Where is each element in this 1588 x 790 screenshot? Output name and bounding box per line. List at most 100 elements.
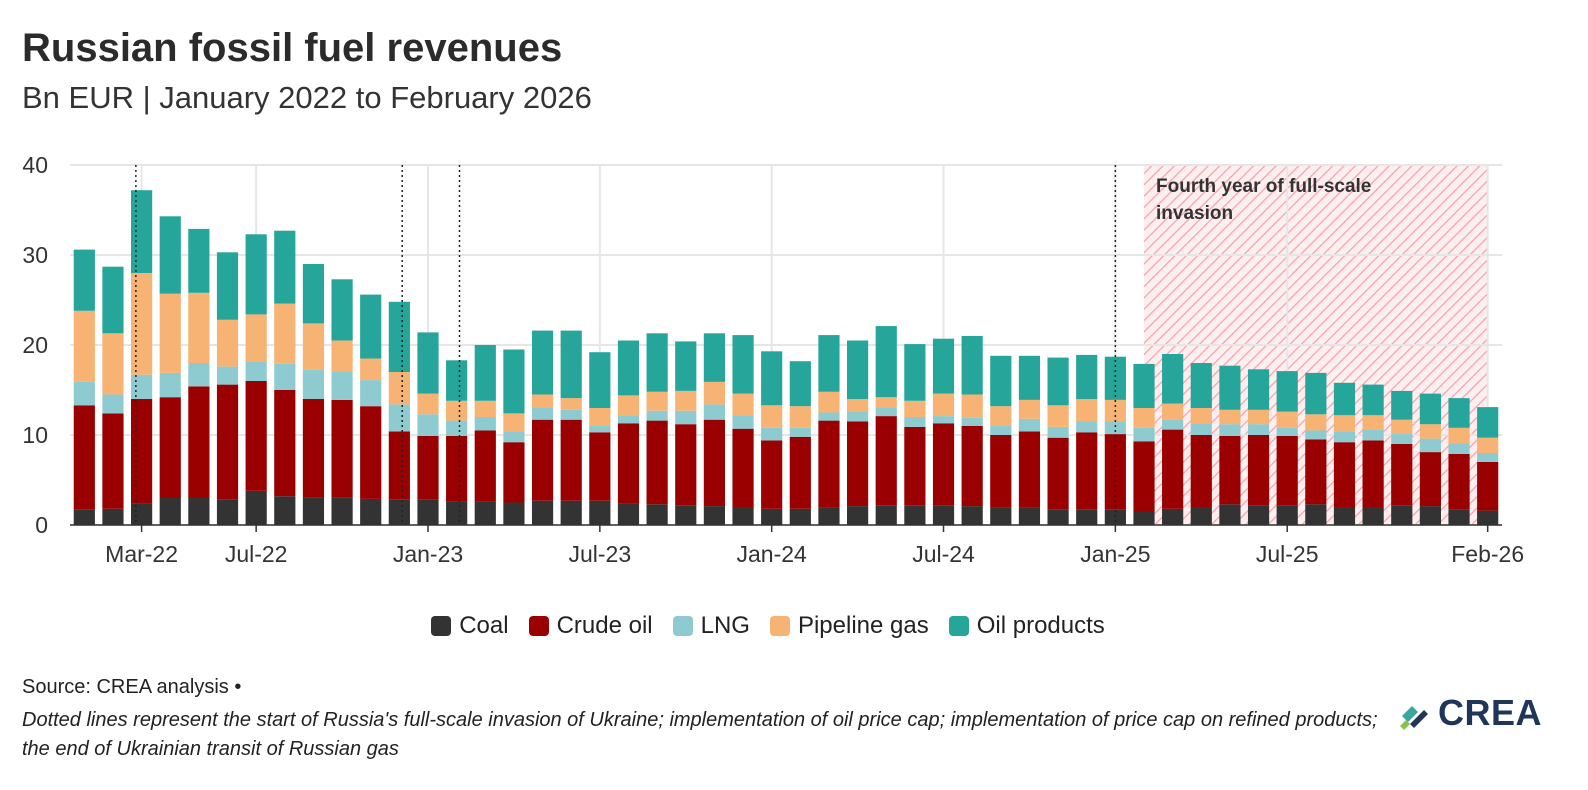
bar-segment: Crude oil 2025-06: 7.8: [1247, 435, 1270, 506]
bar-segment: LNG 2026-01: 1.2: [1448, 443, 1470, 454]
crea-logo-text: CREA: [1438, 692, 1543, 733]
bar-segment: Coal 2023-10: 2.2: [675, 505, 697, 525]
bar-segment: Coal 2023-04: 2.5: [503, 502, 525, 525]
bar-segment: LNG 2024-01: 1.4: [761, 427, 783, 441]
legend-swatch-lng: [672, 616, 693, 636]
bar-segment: LNG 2022-12: 3: [388, 404, 410, 432]
bar-segment: Coal 2024-06: 2.2: [904, 505, 926, 525]
bar-segment: Pipeline gas 2023-07: 1.9: [589, 408, 611, 426]
bar-segment: Coal 2025-11: 2.2: [1391, 505, 1413, 525]
bar-segment: Oil products 2023-01: 6.8: [417, 332, 439, 394]
bar-segment: Pipeline gas 2023-11: 2.5: [703, 381, 725, 405]
bar-segment: Oil products 2023-07: 6.2: [589, 352, 611, 408]
bar-segment: Coal 2026-02: 1.6: [1477, 510, 1499, 525]
bar-segment: Coal 2023-12: 2: [732, 507, 754, 525]
bar-segment: Crude oil 2022-04: 11.2: [159, 397, 181, 498]
legend-swatch-coal: [431, 616, 452, 636]
bar-segment: LNG 2026-02: 1: [1477, 453, 1499, 462]
bar-segment: Coal 2024-01: 1.8: [761, 508, 783, 525]
bar-segment: Oil products 2022-09: 6.6: [302, 264, 325, 324]
bar-segment: Crude oil 2022-07: 12.2: [245, 381, 267, 491]
legend-item-coal[interactable]: Coal: [431, 612, 509, 640]
bar-segment: Crude oil 2023-08: 8.9: [617, 423, 640, 504]
bar-segment: Crude oil 2024-10: 8.5: [1018, 431, 1041, 508]
bar-segment: Crude oil 2023-07: 7.6: [589, 432, 611, 501]
bar-segment: Oil products 2024-08: 6.5: [961, 336, 983, 395]
bar-segment: Oil products 2022-11: 7.1: [360, 294, 382, 359]
bar-segment: Oil products 2024-11: 5.3: [1047, 357, 1069, 406]
bar-segment: Crude oil 2022-11: 10.3: [360, 406, 382, 499]
bar-segment: LNG 2023-10: 1.5: [675, 410, 697, 425]
bar-segment: Oil products 2022-03: 9.2: [131, 190, 153, 273]
bar-segment: LNG 2023-06: 1.1: [560, 409, 582, 420]
bar-segment: Coal 2024-07: 2.2: [932, 505, 955, 525]
bar-segment: Pipeline gas 2022-07: 5.2: [245, 314, 267, 362]
bar-segment: LNG 2025-07: 0.9: [1276, 427, 1298, 436]
bar-segment: Coal 2022-11: 2.9: [360, 498, 382, 525]
bar-segment: Crude oil 2023-01: 7.1: [417, 435, 439, 500]
bar-segment: LNG 2025-12: 1.5: [1419, 438, 1441, 453]
bar-segment: Coal 2022-06: 2.8: [216, 499, 239, 525]
bar-segment: Oil products 2025-11: 3.2: [1391, 390, 1413, 420]
bar-segment: Coal 2025-02: 1.5: [1133, 511, 1155, 525]
legend-item-lng[interactable]: LNG: [672, 612, 750, 640]
bar-segment: Coal 2022-05: 3: [188, 498, 210, 525]
legend-item-pipeline-gas[interactable]: Pipeline gas: [769, 612, 929, 640]
legend-label-lng: LNG: [700, 612, 750, 639]
x-tick-label: Jul-24: [912, 541, 975, 567]
bar-segment: LNG 2023-03: 1.5: [474, 417, 496, 431]
bar-segment: Oil products 2026-02: 3.4: [1477, 407, 1499, 438]
legend-item-crude-oil[interactable]: Crude oil: [528, 612, 653, 640]
bar-segment: Oil products 2025-06: 4.5: [1247, 369, 1270, 410]
bar-segment: Coal 2022-01: 1.7: [73, 509, 95, 525]
bar-segment: Crude oil 2023-06: 9: [560, 419, 582, 501]
bar-segment: Oil products 2022-08: 8.1: [274, 230, 296, 304]
bar-segment: Crude oil 2023-02: 7.3: [446, 435, 468, 502]
bar-segment: Crude oil 2025-02: 7.8: [1133, 441, 1155, 512]
bar-segment: Pipeline gas 2023-12: 2.4: [732, 393, 754, 416]
legend-label-pipeline-gas: Pipeline gas: [797, 612, 929, 639]
bar-segment: Coal 2023-05: 2.7: [531, 500, 554, 525]
bar-segment: Coal 2023-07: 2.7: [589, 500, 611, 525]
x-tick-label: Feb-26: [1451, 541, 1524, 567]
bar-segment: Crude oil 2024-07: 9.1: [932, 423, 955, 506]
x-tick-label: Mar-22: [105, 541, 178, 567]
bar-segment: Coal 2026-01: 1.7: [1448, 509, 1470, 525]
bar-segment: Coal 2024-03: 1.9: [818, 507, 840, 525]
bar-segment: Pipeline gas 2025-11: 1.5: [1391, 419, 1413, 434]
bar-segment: LNG 2023-07: 0.8: [589, 425, 611, 433]
crea-logo-icon: [1400, 706, 1428, 730]
bar-segment: Crude oil 2024-12: 8.6: [1076, 432, 1098, 510]
bar-segment: Crude oil 2022-06: 12.8: [216, 384, 239, 500]
bar-segment: Coal 2024-05: 2.2: [875, 505, 897, 525]
bar-segment: Oil products 2022-01: 6.8: [73, 249, 95, 311]
bar-segment: Coal 2023-02: 2.6: [446, 501, 468, 525]
bar-segment: Pipeline gas 2024-09: 2.1: [990, 406, 1012, 426]
bar-segment: Oil products 2025-08: 4.6: [1305, 372, 1327, 415]
legend-label-crude-oil: Crude oil: [556, 612, 653, 639]
bar-segment: Pipeline gas 2022-10: 3.4: [331, 340, 353, 372]
bar-segment: Oil products 2025-09: 3.6: [1333, 382, 1356, 416]
bar-segment: Oil products 2024-05: 7.9: [875, 326, 897, 398]
bar-segment: Pipeline gas 2022-04: 8.8: [159, 293, 181, 373]
bar-segment: Crude oil 2023-11: 9.6: [703, 419, 725, 507]
bar-segment: Pipeline gas 2022-12: 3.6: [388, 372, 410, 405]
legend-item-oil-products[interactable]: Oil products: [948, 612, 1105, 640]
legend-label-coal: Coal: [459, 612, 509, 639]
bar-segment: LNG 2024-07: 0.8: [932, 416, 955, 424]
crea-logo[interactable]: CREA: [1398, 692, 1542, 734]
bar-segment: Oil products 2026-01: 3.3: [1448, 398, 1470, 428]
bar-segment: Pipeline gas 2024-12: 2.5: [1076, 399, 1098, 422]
bar-segment: LNG 2023-08: 0.9: [617, 415, 640, 424]
bar-segment: Coal 2023-08: 2.4: [617, 503, 640, 525]
bar-segment: LNG 2024-11: 1.2: [1047, 426, 1069, 438]
bar-segment: Crude oil 2025-03: 8.8: [1162, 429, 1184, 509]
bar-segment: Pipeline gas 2023-06: 1.3: [560, 398, 582, 410]
x-tick-label: Jan-25: [1080, 541, 1150, 567]
bar-segment: Oil products 2023-10: 5.5: [675, 341, 697, 391]
bar-segment: LNG 2024-04: 1.1: [847, 411, 869, 422]
bar-segment: Coal 2024-02: 1.8: [789, 508, 811, 525]
bar-segment: Oil products 2025-05: 4.9: [1219, 365, 1241, 410]
bar-segment: Oil products 2023-05: 7.1: [531, 330, 554, 395]
bar-segment: Crude oil 2022-08: 11.8: [274, 390, 296, 497]
